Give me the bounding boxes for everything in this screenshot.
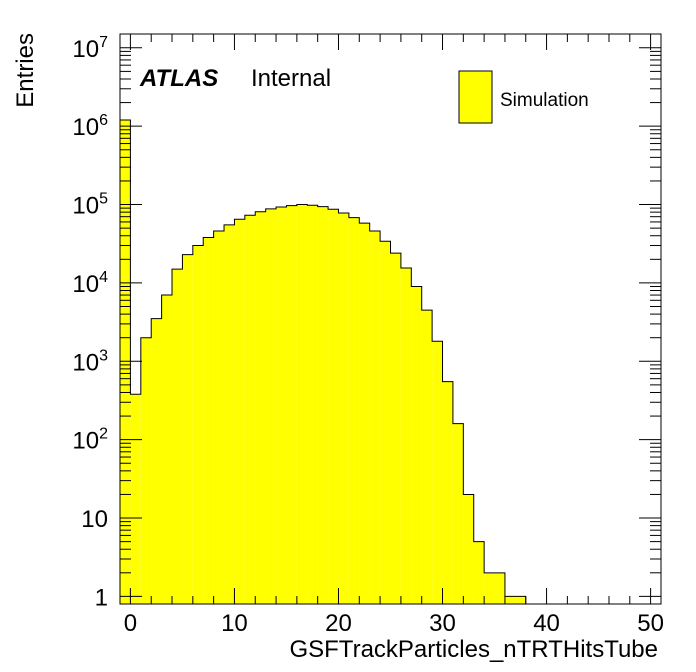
y-tick-label: 103 bbox=[72, 347, 108, 376]
legend: Simulation bbox=[458, 70, 589, 124]
histogram-bar bbox=[224, 224, 235, 604]
histogram-bar bbox=[400, 268, 412, 604]
legend-label-simulation: Simulation bbox=[500, 90, 589, 111]
y-axis-label: Entries bbox=[12, 33, 39, 108]
histogram-bar bbox=[255, 211, 266, 604]
x-tick-labels: 0 10 20 30 40 50 bbox=[124, 610, 664, 637]
histogram-bar bbox=[276, 207, 287, 605]
histogram-outline bbox=[119, 119, 537, 605]
y-tick-labels: 1 10 102 103 104 105 106 107 bbox=[72, 34, 108, 612]
histogram-bar bbox=[348, 217, 360, 605]
x-tick-label: 50 bbox=[637, 610, 664, 637]
histogram-bar bbox=[390, 253, 401, 604]
y-tick-label: 107 bbox=[72, 34, 108, 63]
legend-swatch-simulation bbox=[458, 70, 493, 124]
histogram-bar bbox=[182, 254, 193, 604]
histogram-bar bbox=[494, 572, 505, 604]
histogram-bar bbox=[244, 215, 256, 604]
histogram-bar bbox=[130, 394, 141, 604]
histogram-bar bbox=[213, 230, 225, 604]
histogram-bar bbox=[307, 205, 318, 604]
histogram-bar bbox=[203, 237, 214, 604]
histogram-bar bbox=[515, 596, 526, 604]
histogram-bar bbox=[484, 572, 495, 604]
histogram-bar bbox=[328, 209, 339, 604]
histogram-bar bbox=[120, 119, 131, 604]
histogram-bar bbox=[286, 205, 297, 604]
histogram-bar bbox=[338, 213, 349, 604]
y-tick-label: 10 bbox=[81, 506, 108, 533]
histogram-bar bbox=[421, 310, 433, 604]
histogram-bar bbox=[452, 423, 464, 604]
plot-frame bbox=[119, 33, 662, 605]
histogram-bar bbox=[161, 295, 173, 604]
histogram-bar bbox=[463, 494, 474, 604]
histogram-bar bbox=[234, 219, 245, 604]
y-tick-label: 105 bbox=[72, 191, 108, 220]
histogram-bar bbox=[504, 596, 516, 604]
x-tick-label: 0 bbox=[124, 610, 137, 637]
histogram-bar bbox=[265, 208, 277, 604]
x-axis-label: GSFTrackParticles_nTRTHitsTube bbox=[289, 636, 658, 663]
y-tick-label: 104 bbox=[72, 269, 108, 298]
histogram-bar bbox=[359, 223, 370, 604]
x-tick-label: 30 bbox=[429, 610, 456, 637]
histogram-bar bbox=[442, 381, 453, 604]
histogram-bar bbox=[317, 206, 329, 604]
histogram-bar bbox=[432, 341, 443, 604]
internal-label: Internal bbox=[251, 65, 331, 92]
histogram-bar bbox=[192, 245, 204, 604]
x-tick-label: 40 bbox=[533, 610, 560, 637]
histogram-bar bbox=[369, 230, 381, 604]
histogram-bar bbox=[140, 337, 152, 604]
axis-ticks bbox=[120, 34, 661, 604]
histogram-bar bbox=[411, 286, 422, 604]
histogram-bars bbox=[119, 119, 537, 605]
y-tick-label: 106 bbox=[72, 112, 108, 141]
y-tick-label: 102 bbox=[72, 426, 108, 455]
atlas-label: ATLAS bbox=[139, 65, 218, 92]
x-tick-label: 10 bbox=[221, 610, 248, 637]
histogram-bar bbox=[473, 541, 485, 604]
histogram-bar bbox=[380, 241, 391, 605]
histogram-bar bbox=[151, 318, 162, 604]
histogram-bar bbox=[296, 204, 308, 604]
histogram-bar bbox=[172, 269, 183, 604]
y-tick-label: 1 bbox=[95, 584, 108, 611]
x-tick-label: 20 bbox=[325, 610, 352, 637]
